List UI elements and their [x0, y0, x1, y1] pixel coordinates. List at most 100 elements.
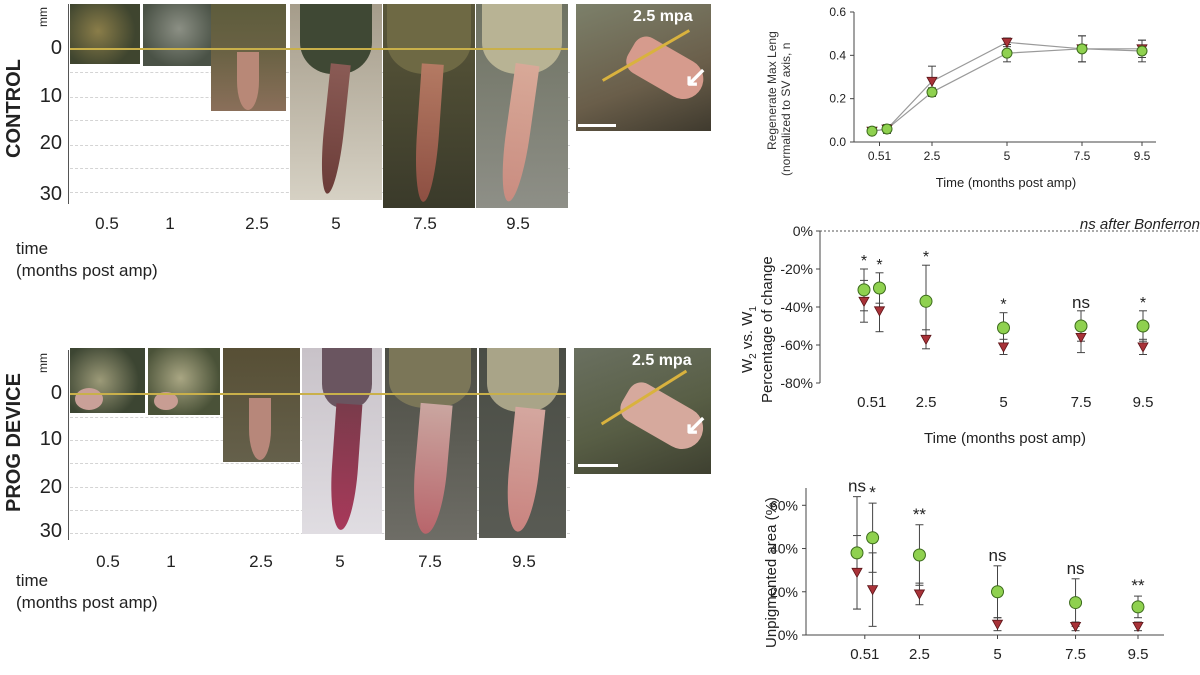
- chart2-xlabel: Time (months post amp): [924, 430, 1086, 447]
- control-point: [1001, 37, 1013, 49]
- prog-time-label: 1: [166, 552, 176, 571]
- prog-device-point: [1069, 596, 1083, 610]
- control-point: [920, 334, 932, 346]
- chart3-x-tick-label: 9.5: [1128, 646, 1149, 663]
- regenerate-tail: [317, 63, 351, 195]
- prog-mm-tick: 30: [39, 520, 62, 542]
- prog-time-label-line2: (months post amp): [16, 593, 158, 612]
- prog-device-point: [997, 321, 1010, 335]
- prog-time-label: 0.5: [96, 552, 120, 571]
- prog-photo-1mpa: [148, 348, 220, 415]
- prog-device-point: [881, 123, 893, 135]
- chart3-ylabel: Unpigmented area (%): [763, 497, 780, 648]
- control-point: [991, 619, 1004, 631]
- chart2-y-tick-label: -60%: [780, 337, 813, 353]
- control-yellow-baseline: [70, 48, 568, 50]
- control-time-label: 0.5: [95, 214, 119, 233]
- chart2-x-tick-label: 5: [999, 394, 1007, 411]
- chart1-y-tick-label: 0.0: [829, 135, 846, 149]
- prog-photo-7-5mpa: [385, 348, 477, 540]
- prog-yellow-baseline: [70, 393, 566, 395]
- control-photo-9-5mpa: [476, 4, 568, 208]
- control-photo-7-5mpa: [383, 4, 475, 208]
- prog-device-point: [1001, 47, 1013, 59]
- chart3-significance-label: ns: [1067, 559, 1085, 578]
- chart1-x-tick-label: 5: [1004, 149, 1011, 163]
- scale-bar: [578, 464, 618, 467]
- control-point: [997, 342, 1010, 353]
- prog-time-label: 7.5: [418, 552, 442, 571]
- arrow-icon: ↙: [684, 61, 708, 92]
- chart2-y-tick-label: -80%: [780, 375, 813, 391]
- chart3-significance-label: **: [913, 505, 927, 524]
- chart3-significance-label: **: [1131, 576, 1145, 595]
- chart3-x-tick-label: 5: [993, 646, 1001, 663]
- prog-device-point: [857, 283, 871, 297]
- chart2-x-tick-label: 0.51: [857, 394, 886, 411]
- prog-mm-tick: 20: [39, 476, 62, 498]
- prog-time-label-line1: time: [16, 571, 49, 590]
- regenerate-tail: [154, 392, 178, 410]
- prog-photo-9-5mpa: [479, 348, 566, 538]
- chart1-ylabel-line1: Regenerate Max Leng: [765, 31, 779, 150]
- prog-device-point: [866, 125, 878, 137]
- chart2-significance-label: *: [1000, 297, 1006, 314]
- chart2-y-tick-label: -40%: [780, 299, 813, 315]
- chart2-significance-label: *: [923, 249, 929, 266]
- control-mm-tick: 30: [39, 183, 62, 205]
- control-time-label: 9.5: [506, 214, 530, 233]
- chart1-x-tick-label: 0.51: [868, 149, 892, 163]
- control-point: [866, 585, 879, 596]
- body-skin: [387, 4, 471, 74]
- regenerate-tail: [412, 63, 444, 203]
- prog-device-point: [991, 585, 1004, 599]
- prog-mm-tick: 10: [39, 428, 62, 450]
- prog-time-label: 5: [335, 552, 345, 571]
- control-mm-tick: 0: [50, 37, 62, 59]
- chart1-ylabel-line2: (normalized to SV axis, n: [779, 43, 793, 176]
- chart2-significance-label: *: [861, 253, 867, 270]
- prog-device-point: [919, 294, 933, 308]
- prog-photo-5mpa: [302, 348, 382, 534]
- prog-mm-tick: 0: [50, 382, 62, 404]
- chart3-significance-label: ns: [848, 477, 866, 496]
- prog-device-point: [866, 531, 880, 545]
- regenerate-tail: [249, 398, 271, 460]
- prog-device-point: [912, 548, 926, 562]
- regenerate-tail: [237, 52, 259, 110]
- control-time-axis-label: time (months post amp): [16, 238, 158, 282]
- prog-device-point: [1076, 43, 1088, 55]
- control-photo-1mpa: [143, 4, 215, 66]
- chart1-x-tick-label: 7.5: [1074, 149, 1091, 163]
- control-point: [873, 306, 886, 317]
- chart2-significance-label: ns: [1072, 293, 1090, 312]
- prog-device-point: [926, 86, 938, 98]
- control-time-label: 2.5: [245, 214, 269, 233]
- prog-time-label: 2.5: [249, 552, 273, 571]
- prog-device-point: [850, 546, 864, 560]
- body-skin: [487, 348, 559, 412]
- body-skin: [300, 4, 372, 74]
- control-mm-unit: mm: [36, 7, 50, 27]
- prog-device-point: [1131, 600, 1145, 614]
- prog-device-point: [873, 281, 886, 295]
- body-skin: [322, 348, 372, 408]
- prog-row-label: PROG DEVICE: [3, 373, 25, 512]
- chart1-x-tick-label: 2.5: [924, 149, 941, 163]
- chart3-significance-label: *: [869, 483, 876, 502]
- control-point: [1075, 332, 1087, 344]
- chart2-significance-label: *: [876, 257, 882, 274]
- control-photo-0-5mpa: [70, 4, 140, 64]
- control-point: [1137, 342, 1149, 353]
- control-inset-label: 2.5 mpa: [633, 8, 693, 25]
- prog-device-point: [1136, 319, 1150, 333]
- chart2-ylabel-line1: W2 vs. W1: [739, 306, 759, 373]
- chart-percentage-change: ns after Bonferron W2 vs. W1 Percentage …: [739, 216, 1200, 447]
- chart2-y-tick-label: -20%: [780, 261, 813, 277]
- regenerate-tail: [75, 388, 103, 410]
- regenerate-tail: [409, 402, 453, 536]
- control-mm-tick: 10: [39, 85, 62, 107]
- body-skin: [389, 348, 471, 408]
- chart1-xlabel: Time (months post amp): [936, 175, 1076, 190]
- prog-mm-unit: mm: [36, 353, 50, 373]
